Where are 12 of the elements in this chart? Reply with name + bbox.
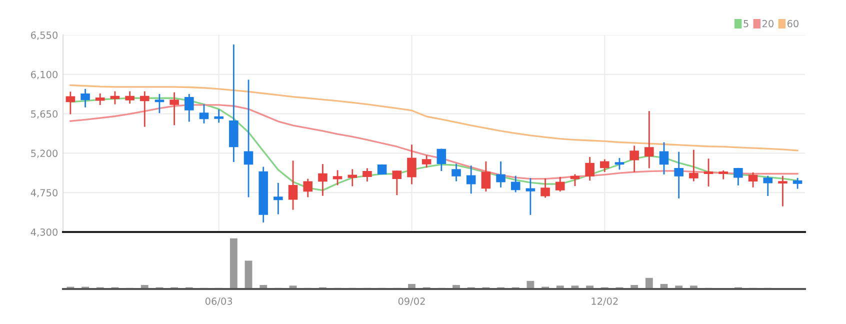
y-tick-label: 6,550 bbox=[31, 31, 58, 40]
x-tick-label: 12/02 bbox=[592, 298, 618, 306]
y-tick-label: 5,650 bbox=[31, 110, 58, 119]
x-tick-label: 06/03 bbox=[205, 298, 232, 306]
legend-label: 20 bbox=[762, 20, 774, 28]
y-tick-label: 6,100 bbox=[31, 70, 58, 80]
legend-label: 5 bbox=[744, 20, 748, 28]
legend-label: 60 bbox=[787, 20, 798, 28]
y-tick-label: 4,750 bbox=[30, 189, 58, 198]
y-tick-label: 4,300 bbox=[30, 228, 58, 237]
y-tick-label: 5,200 bbox=[31, 150, 58, 158]
x-tick-label: 09/02 bbox=[398, 298, 425, 306]
